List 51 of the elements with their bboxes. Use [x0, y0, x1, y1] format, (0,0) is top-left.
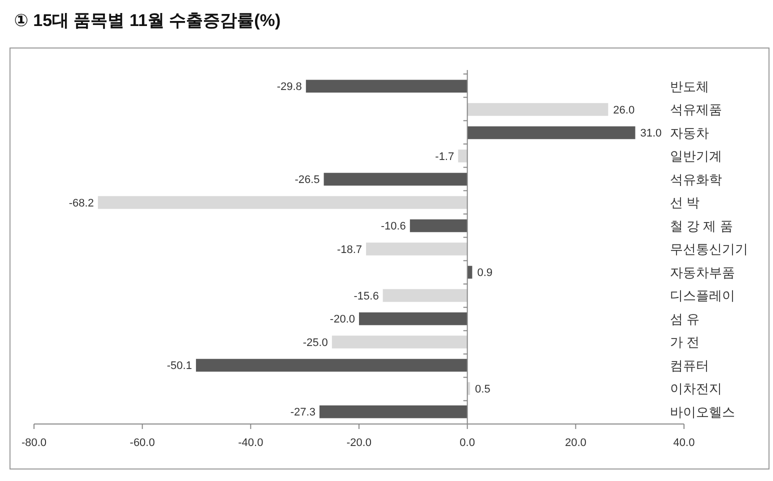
- bar: [319, 405, 468, 418]
- data-label: -68.2: [68, 197, 94, 210]
- y-tick-label: 컴퓨터: [670, 358, 709, 373]
- x-tick-label: -80.0: [21, 437, 47, 449]
- data-label: -50.1: [166, 360, 192, 372]
- y-tick-label: 선 박: [670, 195, 700, 210]
- x-tick-label: -20.0: [346, 437, 372, 449]
- y-tick-label: 반도체: [670, 78, 709, 94]
- data-label: -27.3: [290, 406, 316, 419]
- bar: [306, 80, 468, 93]
- data-label: 26.0: [613, 104, 635, 116]
- data-label: -1.7: [435, 150, 454, 163]
- y-tick-label: 자동차: [670, 125, 709, 140]
- data-label: -20.0: [330, 314, 355, 326]
- x-tick-label: 20.0: [564, 437, 586, 449]
- data-label: -15.6: [354, 290, 379, 302]
- bar: [324, 172, 468, 186]
- y-tick-label: 석유제품: [670, 102, 722, 118]
- chart-title: ① 15대 품목별 11월 수출증감률(%): [14, 11, 281, 30]
- y-tick-label: 디스플레이: [670, 288, 735, 304]
- bar: [458, 150, 468, 162]
- data-label: -26.5: [294, 174, 320, 186]
- y-tick-label: 바이오헬스: [670, 404, 735, 420]
- y-tick-label: 가 전: [670, 334, 700, 350]
- bar: [98, 196, 468, 209]
- bar: [410, 219, 468, 232]
- x-tick-label: 40.0: [673, 437, 695, 449]
- bar: [382, 289, 468, 302]
- data-label: 0.5: [475, 383, 490, 396]
- x-tick-label: -40.0: [238, 437, 264, 449]
- data-label: -29.8: [276, 81, 302, 94]
- y-tick-label: 일반기계: [670, 148, 722, 164]
- y-tick-label: 철 강 제 품: [670, 218, 733, 234]
- data-label: -10.6: [380, 220, 406, 233]
- y-tick-label: 섬 유: [670, 311, 700, 326]
- bar: [359, 312, 468, 326]
- bar: [467, 103, 608, 116]
- data-label: 31.0: [640, 128, 662, 140]
- x-tick-label: 0.0: [460, 437, 475, 449]
- data-label: -18.7: [336, 244, 362, 256]
- bar: [366, 242, 468, 256]
- bar: [467, 126, 636, 140]
- y-tick-label: 석유화학: [670, 172, 722, 187]
- data-label: -25.0: [302, 336, 328, 349]
- data-label: 0.9: [477, 267, 493, 280]
- x-tick-label: -60.0: [130, 437, 155, 449]
- bar: [332, 336, 468, 348]
- y-tick-label: 이차전지: [670, 381, 722, 396]
- y-tick-label: 무선통신기기: [670, 242, 748, 257]
- y-tick-label: 자동차부품: [670, 264, 735, 280]
- bar: [196, 358, 468, 372]
